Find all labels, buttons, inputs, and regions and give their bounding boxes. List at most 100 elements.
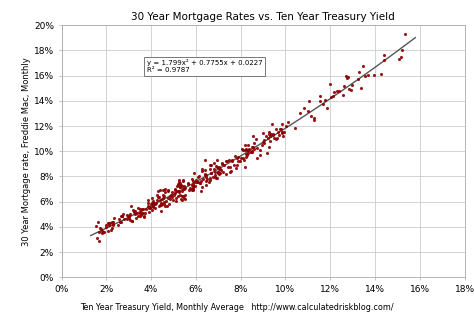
Point <box>157 203 164 208</box>
Point <box>248 149 256 154</box>
Point <box>344 74 352 79</box>
Point <box>213 175 220 180</box>
Point <box>214 171 221 176</box>
Point <box>278 122 285 127</box>
Point <box>174 183 182 188</box>
Point <box>105 220 113 226</box>
Point <box>179 178 187 183</box>
Point <box>345 87 352 92</box>
Point <box>361 73 368 78</box>
Point <box>399 47 406 52</box>
Point <box>109 220 117 225</box>
Point <box>149 204 157 209</box>
Point <box>251 147 258 152</box>
Point <box>310 115 317 120</box>
Point <box>241 143 249 148</box>
Point <box>176 181 184 186</box>
Point <box>321 98 329 103</box>
Point <box>202 175 210 180</box>
Point <box>188 177 195 182</box>
Point <box>115 223 122 228</box>
Point <box>207 163 215 168</box>
Point <box>355 69 363 74</box>
Point <box>118 214 126 219</box>
Point <box>335 89 343 94</box>
Point <box>227 168 235 173</box>
Point <box>136 211 144 216</box>
Point <box>272 127 280 132</box>
Point <box>179 179 187 184</box>
Y-axis label: 30 Year Mortgage rate, Freddie Mac, Monthly: 30 Year Mortgage rate, Freddie Mac, Mont… <box>22 57 31 246</box>
Point <box>268 121 275 126</box>
Point <box>200 176 207 181</box>
Point <box>179 186 187 191</box>
Point <box>263 150 271 155</box>
Point <box>208 170 215 175</box>
Point <box>107 221 114 226</box>
Point <box>145 205 153 210</box>
Point <box>148 207 155 212</box>
Point <box>176 184 184 189</box>
Point <box>209 175 217 180</box>
Point <box>310 118 318 123</box>
Point <box>164 195 172 200</box>
Point <box>93 236 101 241</box>
Point <box>184 180 191 185</box>
Point <box>262 134 269 139</box>
Point <box>249 145 256 150</box>
Point <box>155 203 163 209</box>
Point <box>128 218 136 223</box>
Point <box>189 185 196 190</box>
Point <box>216 166 223 171</box>
Point <box>330 89 337 94</box>
Point <box>130 208 137 213</box>
Point <box>153 198 161 203</box>
Point <box>215 166 223 171</box>
Point <box>220 163 228 168</box>
Point <box>260 140 268 146</box>
Point <box>182 192 189 197</box>
Point <box>259 142 266 147</box>
Point <box>226 164 234 169</box>
Point <box>163 204 171 209</box>
Point <box>155 189 162 194</box>
Point <box>100 230 107 235</box>
Point <box>188 182 195 187</box>
Point <box>242 155 250 160</box>
Point <box>256 148 264 153</box>
Point <box>328 94 335 100</box>
Point <box>199 167 206 172</box>
Point <box>213 164 221 169</box>
Point <box>156 198 164 203</box>
Point <box>180 184 188 189</box>
Point <box>219 161 226 166</box>
Point <box>173 183 181 188</box>
Point <box>196 180 203 185</box>
Point <box>144 198 151 203</box>
Point <box>284 120 292 125</box>
Point <box>100 230 108 235</box>
Point <box>217 170 224 175</box>
Point <box>225 158 232 163</box>
Point <box>291 125 299 130</box>
Point <box>172 187 179 192</box>
Point <box>247 150 255 155</box>
Point <box>133 210 140 215</box>
Point <box>211 169 219 175</box>
Point <box>180 195 187 200</box>
Point <box>202 168 210 173</box>
Point <box>178 188 186 193</box>
Point <box>175 178 182 183</box>
Point <box>162 190 169 195</box>
Point <box>108 220 116 225</box>
Point <box>145 209 153 215</box>
Point <box>340 84 348 89</box>
Point <box>132 215 140 220</box>
Point <box>124 214 132 219</box>
Point <box>136 210 143 215</box>
Point <box>270 132 277 137</box>
Point <box>354 77 361 82</box>
Point <box>279 129 286 134</box>
Point <box>206 162 214 167</box>
Point <box>274 130 282 135</box>
